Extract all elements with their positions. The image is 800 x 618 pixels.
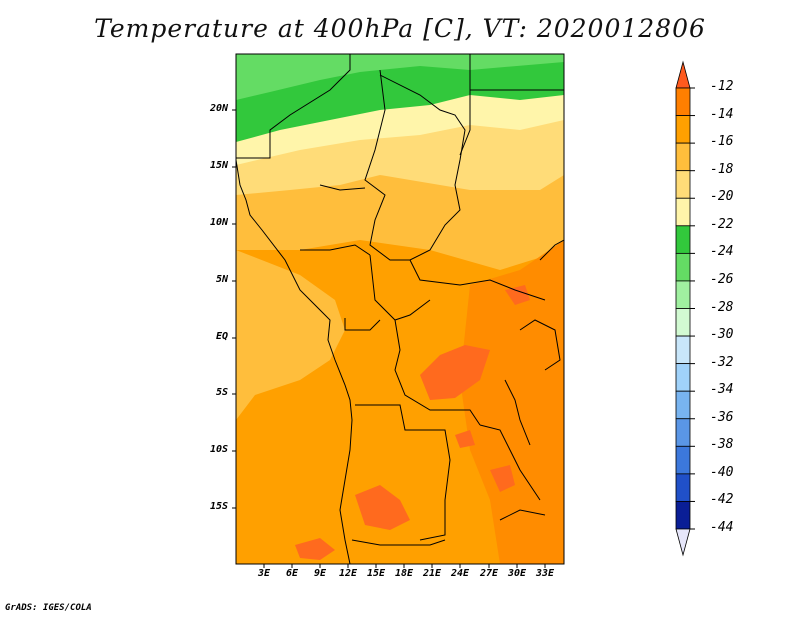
colorbar-swatch [675,501,691,530]
country-borders [236,54,564,564]
colorbar-label: -22 [710,216,734,232]
lon-label: 3E [257,568,271,579]
lon-label: 18E [394,568,414,579]
colorbar-label: -30 [710,327,734,343]
colorbar-bottom-arrow [675,528,691,557]
lat-label: 5N [215,274,228,285]
footer-credit: GrADS: IGES/COLA [5,603,92,613]
colorbar-label: -18 [710,161,734,177]
colorbar-label: -42 [710,492,734,508]
temperature-field [236,54,564,564]
colorbar-top-arrow [675,60,691,89]
field-band-minus-24 [236,54,564,100]
colorbar-swatch [675,473,691,502]
colorbar-label: -36 [710,409,734,425]
lon-label: 24E [450,568,470,579]
colorbar-swatch [675,115,691,144]
colorbar-swatch [675,225,691,254]
lat-label: 15N [209,160,228,171]
lat-label: 10N [209,217,228,228]
colorbar-swatch [675,280,691,309]
colorbar-swatch [675,197,691,227]
colorbar [675,60,695,557]
lon-label: 30E [507,568,527,579]
colorbar-label: -40 [710,464,734,480]
lon-label: 6E [285,568,299,579]
colorbar-label: -14 [710,106,734,122]
warm-pocket-angola [355,485,410,530]
colorbar-swatch [675,252,691,282]
lat-label: 20N [209,103,228,114]
field-band-minus-16-west [236,250,345,420]
warm-pocket-small [455,430,475,448]
colorbar-label: -44 [710,520,734,535]
warm-pocket-congo [420,345,490,400]
colorbar-label: -38 [710,437,734,453]
lat-label: EQ [215,331,228,342]
lon-label: 33E [535,568,555,579]
colorbar-label: -28 [710,299,734,315]
lat-label: 5S [215,387,228,398]
lon-label: 21E [422,568,442,579]
colorbar-label: -20 [710,189,734,205]
colorbar-swatch [675,445,691,475]
colorbar-swatch [675,87,691,116]
colorbar-swatch [675,363,691,392]
colorbar-swatch [675,418,691,447]
colorbar-label: -16 [710,134,734,150]
lat-label: 15S [209,501,228,512]
colorbar-label: -26 [710,271,734,287]
lon-label: 12E [338,568,358,579]
colorbar-swatch [675,308,691,337]
colorbar-swatch [675,390,691,420]
warm-pocket-east [505,285,530,305]
colorbar-swatch [675,170,691,199]
lat-label: 10S [209,444,228,455]
colorbar-label: -12 [710,79,734,94]
warm-pocket-namibia [295,538,335,560]
lon-label: 15E [366,568,386,579]
colorbar-label: -32 [710,354,734,370]
colorbar-label: -34 [710,382,734,398]
map-ticks [232,109,546,568]
map-title: Temperature at 400hPa [C], VT: 202001280… [94,14,706,43]
colorbar-label: -24 [710,244,734,260]
colorbar-swatch [675,142,691,172]
map-frame [235,53,565,565]
lon-label: 27E [479,568,499,579]
lon-label: 9E [313,568,327,579]
warm-pocket-zambia [490,465,515,492]
colorbar-swatch [675,335,691,365]
